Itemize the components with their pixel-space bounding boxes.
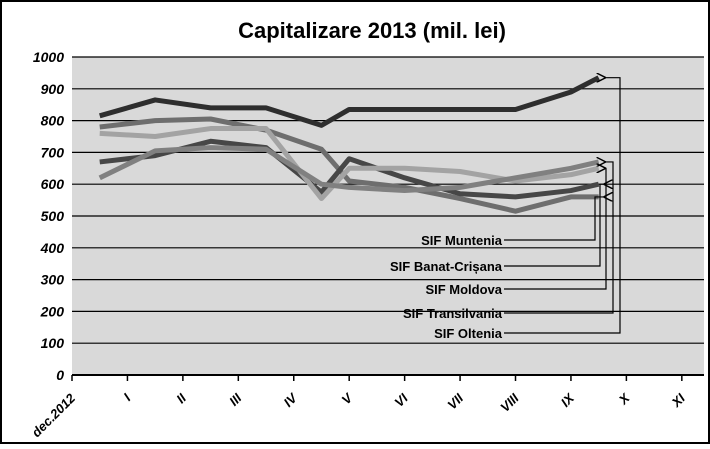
label-connector: [504, 184, 605, 267]
y-tick-label: 1000: [33, 49, 64, 65]
y-tick-label: 100: [41, 335, 65, 351]
series-label: SIF Muntenia: [421, 233, 503, 248]
series-line: [99, 116, 599, 214]
label-connector: [504, 162, 614, 314]
label-connector: [504, 78, 621, 334]
series-line: [99, 138, 600, 200]
series-line: [98, 145, 600, 194]
series-label: SIF Oltenia: [434, 326, 503, 341]
y-tick-label: 400: [40, 240, 65, 256]
y-tick-label: 900: [41, 81, 65, 97]
y-tick-label: 200: [40, 303, 65, 319]
series-line: [99, 75, 600, 128]
y-tick-label: 700: [41, 144, 65, 160]
series-label: SIF Moldova: [425, 282, 502, 297]
y-tick-label: 600: [41, 176, 65, 192]
series-label: SIF Transilvania: [403, 306, 503, 321]
label-connector: [504, 168, 607, 290]
series-label: SIF Banat-Crișana: [390, 259, 503, 274]
chart-title: Capitalizare 2013 (mil. lei): [238, 18, 506, 43]
y-tick-label: 800: [41, 113, 65, 129]
y-tick-label: 300: [41, 272, 65, 288]
y-tick-label: 500: [41, 208, 65, 224]
series-line: [99, 126, 600, 202]
y-tick-label: 0: [56, 367, 64, 383]
